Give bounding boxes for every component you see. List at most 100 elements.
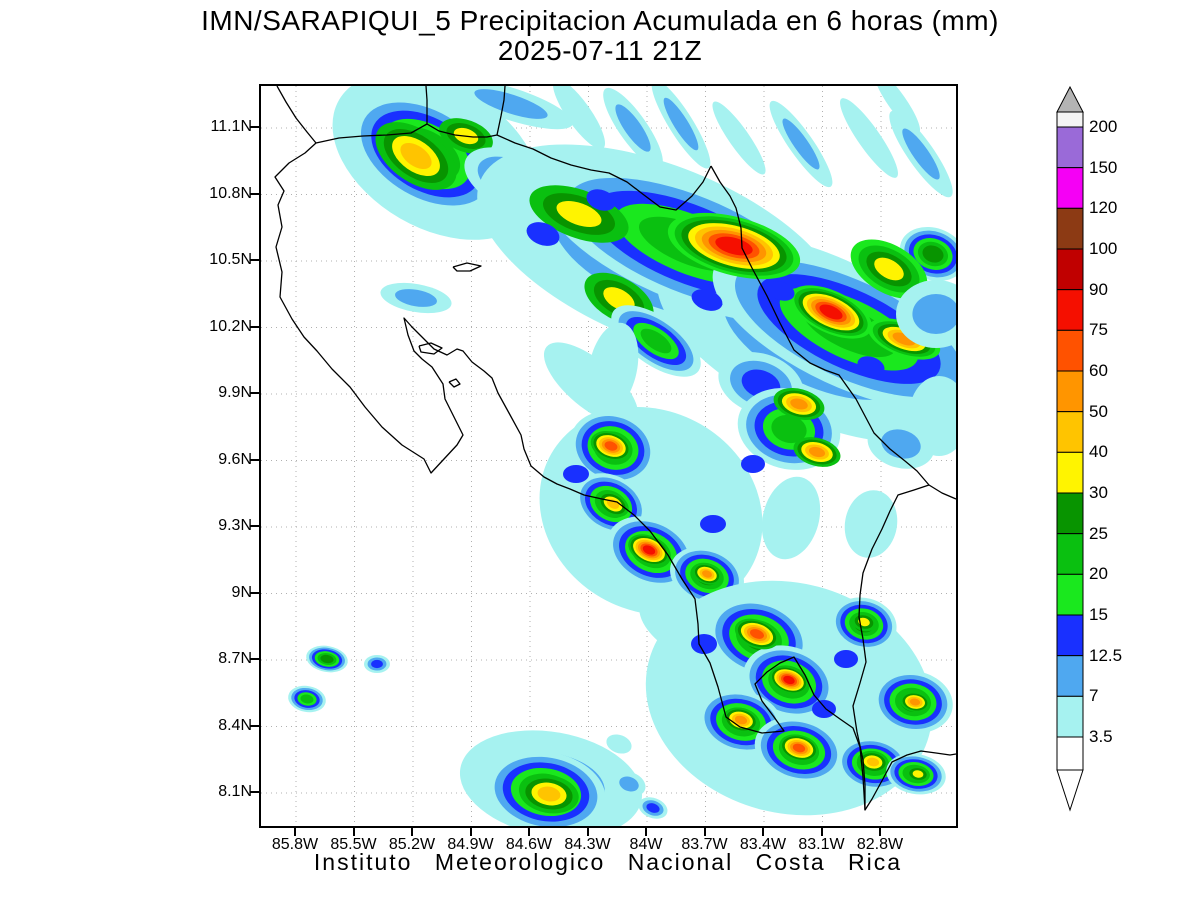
lon-tick-label: 84.9W: [447, 836, 494, 853]
colorbar-over-rect: [1056, 111, 1084, 128]
colorbar-segment: [1056, 370, 1084, 413]
colorbar-label: 7: [1089, 686, 1099, 706]
colorbar-segment: [1056, 614, 1084, 657]
colorbar-label: 30: [1089, 483, 1108, 502]
lon-tick: [469, 827, 472, 836]
precip-cell: [896, 280, 956, 348]
precip-cell: [692, 563, 722, 585]
footer-credit: Instituto Meteorologico Nacional Costa R…: [313, 849, 903, 875]
colorbar-segment: [1056, 289, 1084, 331]
lat-tick: [250, 259, 259, 261]
colorbar-segment: [1056, 411, 1084, 453]
lon-tick: [586, 827, 589, 836]
precip-cell: [612, 771, 646, 797]
lat-tick: [250, 192, 259, 195]
lat-tick: [250, 791, 259, 793]
colorbar-label: 120: [1089, 198, 1118, 218]
colorbar-under-rect: [1056, 736, 1084, 771]
lat-tick: [250, 591, 259, 594]
precip-cell: [840, 98, 898, 178]
lat-tick: [250, 525, 259, 527]
precip-cell: [375, 122, 457, 190]
precip-cell: [906, 765, 930, 783]
colorbar-segment: [1056, 167, 1084, 209]
precip-cell: [773, 388, 825, 420]
colorbar-label: 50: [1089, 401, 1108, 421]
figure-subtitle: 2025-07-11 21Z: [497, 35, 703, 66]
lon-tick: [820, 827, 823, 836]
lon-tick: [411, 827, 413, 836]
colorbar-scale: [1056, 85, 1084, 812]
precip-cell: [691, 634, 717, 654]
precip-cell: [552, 86, 606, 150]
precip-cell: [857, 356, 885, 376]
coastline-caribbean-coast: [710, 165, 956, 500]
colorbar-label: 20: [1089, 564, 1108, 584]
precip-cell: [889, 110, 953, 198]
lat-tick: [250, 325, 259, 328]
precip-cell: [651, 86, 711, 169]
colorbar-label: 100: [1089, 239, 1118, 258]
precip-cell: [364, 655, 390, 673]
lat-tick: [250, 658, 259, 660]
colorbar-segment: [1056, 126, 1084, 169]
precip-cell: [563, 465, 589, 483]
coastline-panama-border: [852, 484, 930, 810]
lon-tick: [528, 827, 530, 836]
colorbar-label: 150: [1089, 157, 1118, 177]
lon-tick: [294, 827, 296, 836]
lat-tick-label: 11.1N: [210, 118, 252, 135]
colorbar-label: 60: [1089, 361, 1108, 380]
lat-tick-label: 8.4N: [218, 716, 252, 734]
colorbar-label: 25: [1089, 523, 1108, 543]
precip-cell: [586, 189, 616, 211]
precip-cell: [611, 305, 701, 377]
precip-cell: [793, 437, 841, 467]
coastline-pacific-coast: [274, 142, 956, 811]
colorbar-segment: [1056, 207, 1084, 250]
coastline-isla-chira: [418, 342, 443, 355]
precip-cell: [700, 515, 726, 533]
lat-tick: [250, 724, 259, 727]
precip-cell: [712, 101, 766, 175]
precip-cell: [667, 212, 801, 280]
colorbar-segment: [1056, 451, 1084, 494]
precip-cell: [519, 774, 579, 814]
coastline-nicaragua-border: [315, 123, 428, 144]
colorbar-segment: [1056, 248, 1084, 291]
lat-tick-label: 10.2N: [209, 317, 252, 335]
colorbar-under-triangle: [1056, 769, 1084, 812]
precip-cell: [603, 87, 663, 169]
lat-tick-label: 10.8N: [209, 184, 252, 202]
precip-cell: [288, 685, 326, 713]
lon-tick-label: 83.1W: [798, 836, 845, 853]
lat-tick: [250, 392, 259, 394]
lon-tick-label: 84.6W: [505, 836, 553, 853]
lon-tick: [703, 827, 706, 836]
lon-tick-label: 85.5W: [330, 836, 377, 853]
precip-cell: [691, 289, 723, 311]
precip-cell: [734, 618, 780, 650]
colorbar-label: 15: [1089, 605, 1108, 624]
coastline-san-juan-river-border: [496, 134, 712, 211]
precip-cell: [448, 86, 574, 130]
coastline-nicaragua-pacific-coast: [276, 86, 317, 144]
lon-tick-label: 83.7W: [681, 836, 728, 853]
colorbar-label: 200: [1089, 117, 1118, 136]
precip-cell: [590, 431, 632, 461]
lon-tick-label: 83.4W: [739, 836, 787, 853]
colorbar-label: 90: [1089, 279, 1108, 299]
precip-cell: [779, 734, 819, 762]
colorbar-segment: [1056, 655, 1084, 697]
colorbar-label: 40: [1089, 442, 1108, 462]
lon-tick: [879, 827, 881, 836]
precip-cell: [741, 455, 765, 473]
lat-tick-label: 8.1N: [218, 783, 252, 800]
precip-cell: [306, 645, 348, 673]
coastline-lake-nicaragua-west-shore: [425, 86, 428, 124]
precip-cell: [767, 281, 795, 301]
precip-cell: [723, 707, 759, 733]
lon-tick-label: 84W: [629, 836, 663, 853]
lat-tick-label: 9.9N: [218, 384, 252, 401]
